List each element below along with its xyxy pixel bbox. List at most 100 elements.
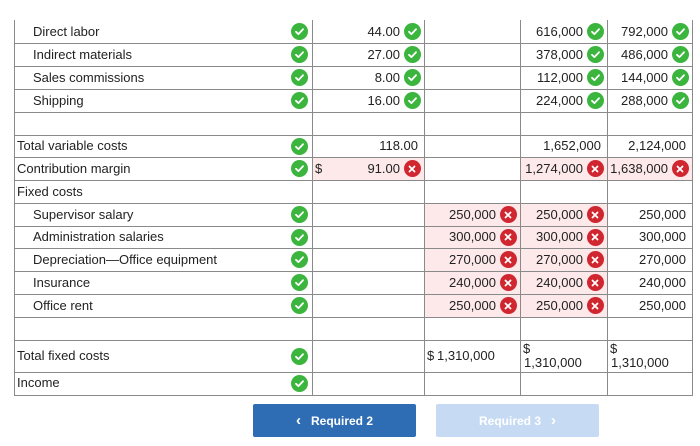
check-circle-icon — [290, 206, 308, 223]
cell-value-insurance-fixed[interactable]: 240,000 — [449, 274, 496, 290]
cell-value-direct-labor-c4[interactable]: 616,000 — [536, 23, 583, 39]
cell-value-indirect-materials-c5[interactable]: 486,000 — [621, 46, 668, 62]
check-circle-icon — [290, 347, 308, 365]
check-circle-icon — [290, 160, 308, 177]
cell-value-office-rent-c4[interactable]: 250,000 — [536, 297, 583, 313]
cell-value-contribution-margin-per-unit[interactable]: 91.00 — [367, 160, 400, 176]
incorrect-cell-highlight — [521, 204, 607, 226]
navigation-bar: ‹ Required 2 Required 3 › — [0, 404, 700, 440]
check-circle-icon — [403, 23, 421, 40]
check-circle-icon — [290, 46, 308, 63]
incorrect-cell-highlight — [521, 249, 607, 271]
dollar-sign: $ — [523, 341, 531, 356]
row-label-depreciation-office-equipment: Depreciation—Office equipment — [33, 251, 218, 267]
x-circle-icon — [403, 160, 421, 177]
prev-required-button[interactable]: ‹ Required 2 — [253, 404, 416, 437]
row-label-fixed-costs: Fixed costs — [17, 183, 83, 199]
x-circle-icon — [586, 274, 604, 291]
cell-value-administration-salaries-c4[interactable]: 300,000 — [536, 229, 583, 244]
incorrect-cell-highlight — [425, 249, 520, 271]
grid-row-line — [14, 112, 693, 113]
cell-value-contribution-margin-c5[interactable]: 1,638,000 — [610, 160, 668, 176]
check-circle-icon — [671, 92, 689, 109]
incorrect-cell-highlight — [425, 227, 520, 248]
cell-value-sales-commissions-c5[interactable]: 144,000 — [621, 69, 668, 85]
cell-value-depreciation-office-equipment-fixed[interactable]: 270,000 — [449, 251, 496, 267]
incorrect-cell-highlight — [521, 295, 607, 317]
cell-value-shipping-c5[interactable]: 288,000 — [621, 92, 668, 108]
cell-value-direct-labor-per-unit[interactable]: 44.00 — [367, 23, 400, 39]
x-circle-icon — [499, 274, 517, 291]
check-circle-icon — [290, 228, 308, 246]
grid-row-line — [14, 66, 693, 67]
cell-value-indirect-materials-c4[interactable]: 378,000 — [536, 46, 583, 62]
x-circle-icon — [586, 206, 604, 223]
check-circle-icon — [403, 92, 421, 109]
cell-value-office-rent-c5[interactable]: 250,000 — [639, 297, 686, 313]
chevron-right-icon: › — [551, 412, 556, 429]
grid-row-line — [14, 203, 693, 204]
row-label-insurance: Insurance — [33, 274, 91, 290]
cell-value-office-rent-fixed[interactable]: 250,000 — [449, 297, 496, 313]
grid-column-line — [607, 20, 608, 396]
next-required-button: Required 3 › — [436, 404, 599, 437]
cell-value-total-fixed-costs-c5[interactable]: 1,310,000 — [611, 355, 669, 370]
x-circle-icon — [586, 160, 604, 177]
chevron-left-icon: ‹ — [295, 412, 301, 429]
cell-value-sales-commissions-per-unit[interactable]: 8.00 — [374, 69, 400, 85]
cell-value-total-variable-costs-c5[interactable]: 2,124,000 — [628, 138, 686, 153]
cell-value-total-variable-costs-per-unit[interactable]: 118.00 — [379, 138, 418, 153]
x-circle-icon — [586, 297, 604, 314]
cell-value-shipping-c4[interactable]: 224,000 — [536, 92, 583, 108]
check-circle-icon — [586, 92, 604, 109]
row-label-office-rent: Office rent — [33, 297, 93, 313]
cell-value-supervisor-salary-c4[interactable]: 250,000 — [536, 206, 583, 222]
check-circle-icon — [290, 137, 308, 155]
cell-value-supervisor-salary-c5[interactable]: 250,000 — [639, 206, 686, 222]
incorrect-cell-highlight — [521, 227, 607, 248]
grid-column-line — [692, 20, 693, 396]
x-circle-icon — [671, 160, 689, 177]
dollar-sign: $ — [610, 341, 618, 356]
cell-value-insurance-c4[interactable]: 240,000 — [536, 274, 583, 290]
row-label-income: Income — [17, 375, 60, 390]
grid-row-line — [14, 248, 693, 249]
grid-row-line — [14, 226, 693, 227]
cell-value-depreciation-office-equipment-c5[interactable]: 270,000 — [639, 251, 686, 267]
cell-value-insurance-c5[interactable]: 240,000 — [639, 274, 686, 290]
row-label-direct-labor: Direct labor — [33, 23, 100, 39]
cell-value-sales-commissions-c4[interactable]: 112,000 — [536, 69, 583, 85]
cell-value-supervisor-salary-fixed[interactable]: 250,000 — [449, 206, 496, 222]
incorrect-cell-highlight — [521, 272, 607, 294]
check-circle-icon — [290, 274, 308, 291]
cell-value-shipping-per-unit[interactable]: 16.00 — [367, 92, 400, 108]
row-label-total-fixed-costs: Total fixed costs — [17, 348, 110, 363]
row-label-shipping: Shipping — [33, 92, 84, 108]
incorrect-cell-highlight — [313, 158, 424, 180]
cell-value-administration-salaries-c5[interactable]: 300,000 — [639, 229, 686, 244]
grid-row-line — [14, 89, 693, 90]
cell-value-total-fixed-costs-c4[interactable]: 1,310,000 — [524, 355, 582, 370]
grid-column-line — [424, 20, 425, 396]
cell-value-contribution-margin-c4[interactable]: 1,274,000 — [525, 160, 583, 176]
check-circle-icon — [586, 46, 604, 63]
grid-column-line — [14, 20, 15, 396]
prev-button-label: Required 2 — [310, 413, 373, 428]
grid-row-line — [14, 317, 693, 318]
incorrect-cell-highlight — [425, 272, 520, 294]
dollar-sign: $ — [315, 160, 323, 176]
next-button-label: Required 3 — [478, 413, 541, 428]
check-circle-icon — [403, 46, 421, 63]
cell-value-indirect-materials-per-unit[interactable]: 27.00 — [367, 46, 400, 62]
cell-value-total-variable-costs-c4[interactable]: 1,652,000 — [543, 138, 601, 153]
x-circle-icon — [499, 297, 517, 314]
grid-column-line — [312, 20, 313, 396]
check-circle-icon — [671, 23, 689, 40]
grid-row-line — [14, 294, 693, 295]
x-circle-icon — [499, 251, 517, 268]
grid-row-line — [14, 372, 693, 373]
cell-value-depreciation-office-equipment-c4[interactable]: 270,000 — [536, 251, 583, 267]
cell-value-total-fixed-costs-fixed[interactable]: 1,310,000 — [437, 348, 495, 363]
cell-value-direct-labor-c5[interactable]: 792,000 — [621, 23, 668, 39]
cell-value-administration-salaries-fixed[interactable]: 300,000 — [449, 229, 496, 244]
